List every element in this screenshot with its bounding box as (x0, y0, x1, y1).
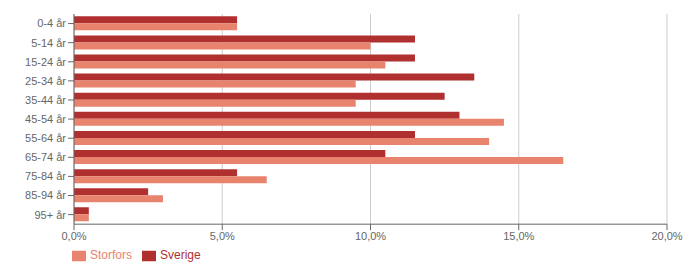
svg-text:5,0%: 5,0% (210, 230, 235, 242)
html-text:Storfors: Storfors (90, 248, 132, 263)
svg-text:45-54 år: 45-54 år (25, 113, 66, 125)
svg-text:25-34 år: 25-34 år (25, 75, 66, 87)
svg-text:95+ år: 95+ år (35, 209, 67, 221)
svg-text:55-64 år: 55-64 år (25, 132, 66, 144)
svg-text:5-14 år: 5-14 år (31, 37, 66, 49)
svg-text:65-74 år: 65-74 år (25, 151, 66, 163)
html-text:Sverige: Sverige (160, 248, 201, 263)
svg-text:15,0%: 15,0% (503, 230, 534, 242)
svg-text:0-4 år: 0-4 år (37, 17, 66, 29)
svg-text:0,0%: 0,0% (61, 230, 86, 242)
svg-text:85-94 år: 85-94 år (25, 189, 66, 201)
svg-text:35-44 år: 35-44 år (25, 94, 66, 106)
svg-text:20,0%: 20,0% (651, 230, 682, 242)
svg-text:75-84 år: 75-84 år (25, 170, 66, 182)
svg-text:15-24 år: 15-24 år (25, 56, 66, 68)
svg-text:10,0%: 10,0% (355, 230, 386, 242)
